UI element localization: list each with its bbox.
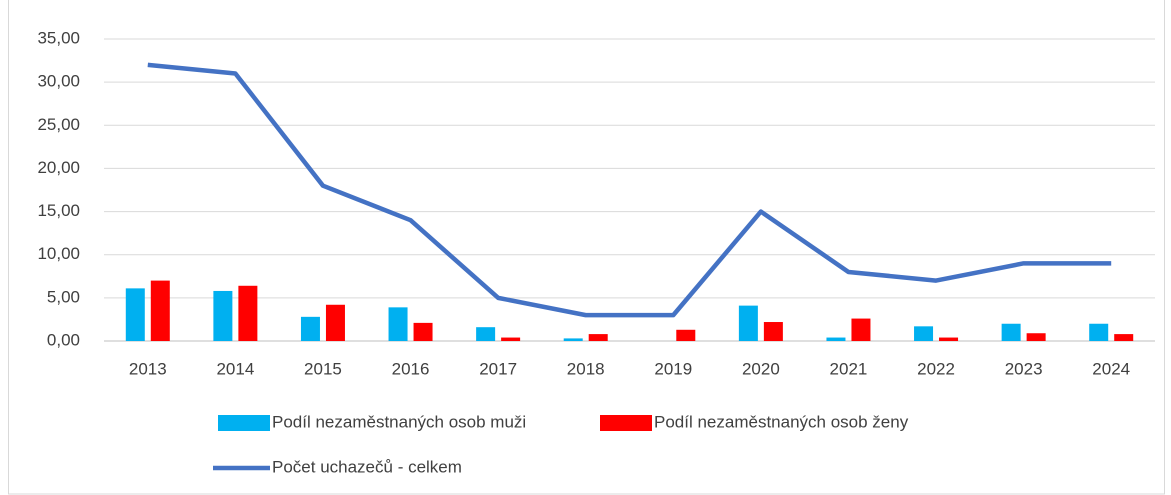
bar (125, 288, 145, 341)
bar (476, 327, 496, 341)
legend-label: Podíl nezaměstnaných osob ženy (654, 412, 909, 431)
bar (238, 285, 258, 341)
bar (939, 337, 959, 341)
x-tick-label: 2022 (917, 359, 955, 378)
legend-label: Podíl nezaměstnaných osob muži (272, 412, 526, 431)
x-tick-label: 2021 (830, 359, 868, 378)
x-tick-label: 2020 (742, 359, 780, 378)
bar (914, 326, 934, 341)
y-tick-label: 0,00 (47, 330, 80, 349)
bar (826, 337, 846, 341)
bar (588, 334, 608, 341)
y-tick-label: 5,00 (47, 287, 80, 306)
legend-swatch (600, 415, 652, 431)
y-tick-label: 30,00 (37, 72, 80, 91)
bar (150, 280, 170, 341)
bar (1001, 323, 1021, 341)
x-tick-label: 2024 (1092, 359, 1130, 378)
bar (1089, 323, 1109, 341)
legend-label: Počet uchazečů - celkem (272, 457, 462, 476)
y-tick-label: 20,00 (37, 158, 80, 177)
x-tick-label: 2016 (392, 359, 430, 378)
y-tick-label: 15,00 (37, 201, 80, 220)
legend-swatch (218, 415, 270, 431)
bar (676, 329, 696, 341)
x-tick-label: 2023 (1005, 359, 1043, 378)
bar (213, 290, 233, 341)
bar (1026, 333, 1046, 341)
bar (325, 304, 345, 341)
chart-frame (8, 0, 1165, 495)
x-tick-label: 2014 (216, 359, 254, 378)
x-tick-label: 2017 (479, 359, 517, 378)
bar (501, 337, 521, 341)
x-tick-label: 2013 (129, 359, 167, 378)
bar (1114, 334, 1134, 341)
bar (563, 338, 583, 341)
line (147, 62, 1112, 318)
bar (388, 307, 408, 341)
y-tick-label: 35,00 (37, 28, 80, 47)
bar (738, 305, 758, 341)
bar (413, 322, 433, 341)
x-tick-label: 2018 (567, 359, 605, 378)
y-tick-label: 10,00 (37, 244, 80, 263)
y-tick-label: 25,00 (37, 115, 80, 134)
bar (763, 322, 783, 341)
bar (851, 318, 871, 341)
x-tick-label: 2019 (654, 359, 692, 378)
bar (300, 316, 320, 341)
x-tick-label: 2015 (304, 359, 342, 378)
